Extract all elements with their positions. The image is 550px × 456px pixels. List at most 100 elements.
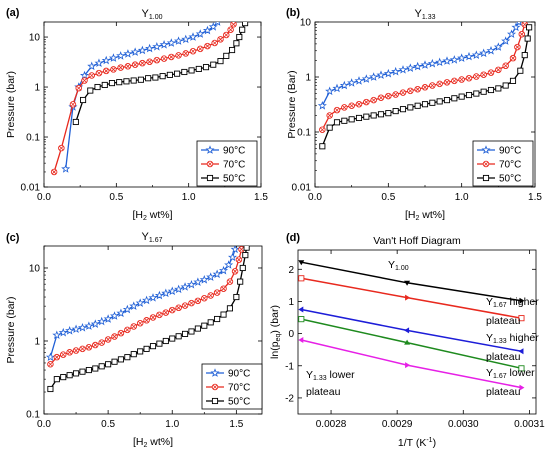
data-point [148, 293, 158, 302]
data-point [385, 92, 392, 100]
data-point [90, 319, 100, 329]
data-point [298, 260, 305, 266]
marker-cross [176, 305, 181, 311]
data-point [473, 90, 480, 97]
data-point [175, 304, 182, 312]
marker-cross [228, 27, 233, 33]
data-point [325, 86, 335, 96]
data-point [421, 101, 429, 108]
data-point [149, 314, 157, 321]
data-point [363, 98, 370, 106]
y-tick-label: 10 [29, 33, 41, 44]
data-point [242, 22, 249, 27]
series-line-50°C [49, 247, 248, 390]
data-point [175, 52, 182, 59]
marker-cross [515, 44, 520, 50]
data-point [435, 57, 445, 67]
data-point [354, 76, 364, 85]
marker-cross [236, 257, 242, 262]
marker-cross [227, 279, 233, 284]
data-point [227, 252, 238, 262]
data-point [391, 66, 401, 76]
data-point [214, 22, 221, 26]
data-point [117, 329, 125, 337]
marker-cross [80, 346, 85, 352]
marker-cross [202, 295, 207, 301]
data-point [196, 45, 204, 53]
data-point [75, 84, 82, 92]
data-point [66, 349, 73, 356]
marker-cross [93, 342, 98, 348]
marker-cross [218, 37, 223, 42]
data-point [495, 85, 502, 92]
data-point [361, 74, 371, 83]
marker-cross [221, 286, 226, 291]
data-point [186, 279, 196, 289]
data-point [116, 79, 123, 86]
data-point [226, 305, 233, 312]
data-point [521, 52, 528, 59]
data-point [154, 290, 164, 300]
data-point [122, 304, 132, 314]
data-point [347, 78, 357, 87]
data-point [223, 52, 230, 59]
data-point [92, 365, 99, 372]
marker-cross [519, 31, 525, 37]
data-point [333, 119, 341, 126]
x-tick-label: 0.0029 [382, 419, 413, 430]
data-point [427, 58, 437, 68]
marker-cross [51, 169, 57, 175]
data-point [188, 328, 195, 335]
data-point [383, 68, 393, 78]
data-point [399, 89, 407, 96]
data-point [341, 117, 348, 124]
x-tick-label: 0.0030 [448, 419, 479, 430]
annotation-y167-lower-line2: plateau [486, 386, 521, 398]
data-point [102, 67, 110, 75]
marker-cross [183, 51, 189, 56]
data-point [243, 246, 250, 251]
data-point [421, 84, 429, 91]
marker-cross [89, 73, 95, 78]
marker-cross [169, 307, 175, 313]
data-point [442, 56, 452, 65]
data-point [501, 36, 511, 45]
data-point [188, 299, 195, 307]
data-point [398, 65, 408, 74]
data-point [326, 112, 333, 119]
panel-title: Van't Hoff Diagram [373, 235, 461, 247]
data-point [465, 74, 473, 82]
data-point [518, 315, 525, 322]
series-line-70°C [321, 24, 526, 130]
data-point [233, 40, 240, 47]
marker-cross [400, 90, 406, 95]
annotation-y167-higher: Y1.67 higher [486, 296, 539, 309]
data-point [514, 43, 521, 51]
data-point [420, 60, 430, 69]
data-point [377, 111, 385, 118]
marker-cross [378, 95, 384, 101]
data-point [507, 29, 517, 39]
annotation-y100: Y1.00 [388, 259, 409, 272]
data-point [480, 71, 487, 78]
data-point [47, 361, 54, 368]
data-point [84, 321, 94, 330]
legend-label: 70°C [223, 160, 245, 171]
data-point [238, 246, 245, 253]
marker-cross [82, 78, 87, 83]
y-tick-label: -1 [285, 361, 294, 372]
data-point [52, 330, 62, 340]
panel-c: (c) Y1.67 0.0 0.5 1.0 1.5 0.1 1 10 [H2 wt%] Pressu… [5, 231, 263, 449]
marker-cross [474, 74, 479, 79]
data-point [152, 41, 162, 51]
data-point [235, 256, 243, 263]
marker-cross [112, 334, 117, 339]
marker-cross [48, 361, 53, 367]
marker-cross [163, 310, 169, 315]
data-point [298, 316, 305, 323]
data-point [407, 87, 414, 95]
data-point [210, 61, 217, 68]
data-point [61, 164, 71, 173]
data-point [464, 51, 474, 61]
marker-cross [207, 161, 213, 167]
